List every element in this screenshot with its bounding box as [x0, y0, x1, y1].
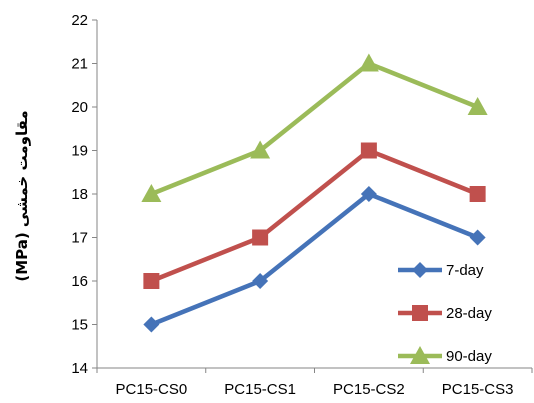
data-point — [358, 53, 379, 72]
legend-label: 7-day — [446, 262, 484, 279]
legend-item: 7-day — [398, 262, 484, 279]
series-line — [150, 61, 479, 197]
data-point — [252, 273, 269, 289]
y-tick-label: 22 — [71, 12, 88, 29]
legend-item: 28-day — [398, 305, 492, 322]
data-point — [469, 186, 486, 202]
y-tick-label: 21 — [71, 56, 88, 73]
data-point — [467, 97, 488, 115]
legend-marker — [412, 262, 428, 278]
x-tick-label: PC15-CS0 — [116, 381, 188, 398]
legend: 7-day 28-day 90-day — [398, 262, 492, 365]
series-layer — [141, 53, 488, 333]
series-line — [150, 191, 479, 327]
legend-marker — [412, 305, 428, 321]
x-tick-label: PC15-CS2 — [333, 381, 405, 398]
data-point — [360, 186, 377, 202]
legend-marker — [410, 346, 430, 364]
data-point — [143, 316, 160, 333]
y-tick-labels: 14 15 16 17 18 19 20 21 22 — [71, 12, 88, 377]
data-point — [252, 229, 269, 246]
series-90-day — [141, 53, 488, 202]
series-line — [150, 148, 479, 284]
data-point — [141, 184, 162, 202]
x-tick-labels: PC15-CS0 PC15-CS1 PC15-CS2 PC15-CS3 — [116, 381, 514, 398]
series-28-day — [143, 142, 486, 289]
axes — [92, 19, 533, 373]
data-point — [143, 273, 160, 289]
x-tick-label: PC15-CS3 — [442, 381, 514, 398]
y-tick-label: 20 — [71, 99, 88, 116]
y-tick-label: 19 — [71, 143, 88, 160]
y-tick-label: 14 — [71, 360, 88, 377]
legend-item: 90-day — [398, 346, 492, 365]
legend-label: 28-day — [446, 305, 492, 322]
data-point — [360, 142, 377, 159]
y-tick-label: 17 — [71, 230, 88, 247]
legend-label: 90-day — [446, 348, 492, 365]
y-tick-label: 18 — [71, 186, 88, 203]
x-tick-label: PC15-CS1 — [224, 381, 296, 398]
y-tick-label: 15 — [71, 317, 88, 334]
data-point — [469, 229, 486, 246]
series-7-day — [143, 186, 486, 333]
y-tick-label: 16 — [71, 273, 88, 290]
y-axis-label: مقاومت خمشی (MPa) — [13, 110, 31, 281]
data-point — [250, 140, 271, 159]
